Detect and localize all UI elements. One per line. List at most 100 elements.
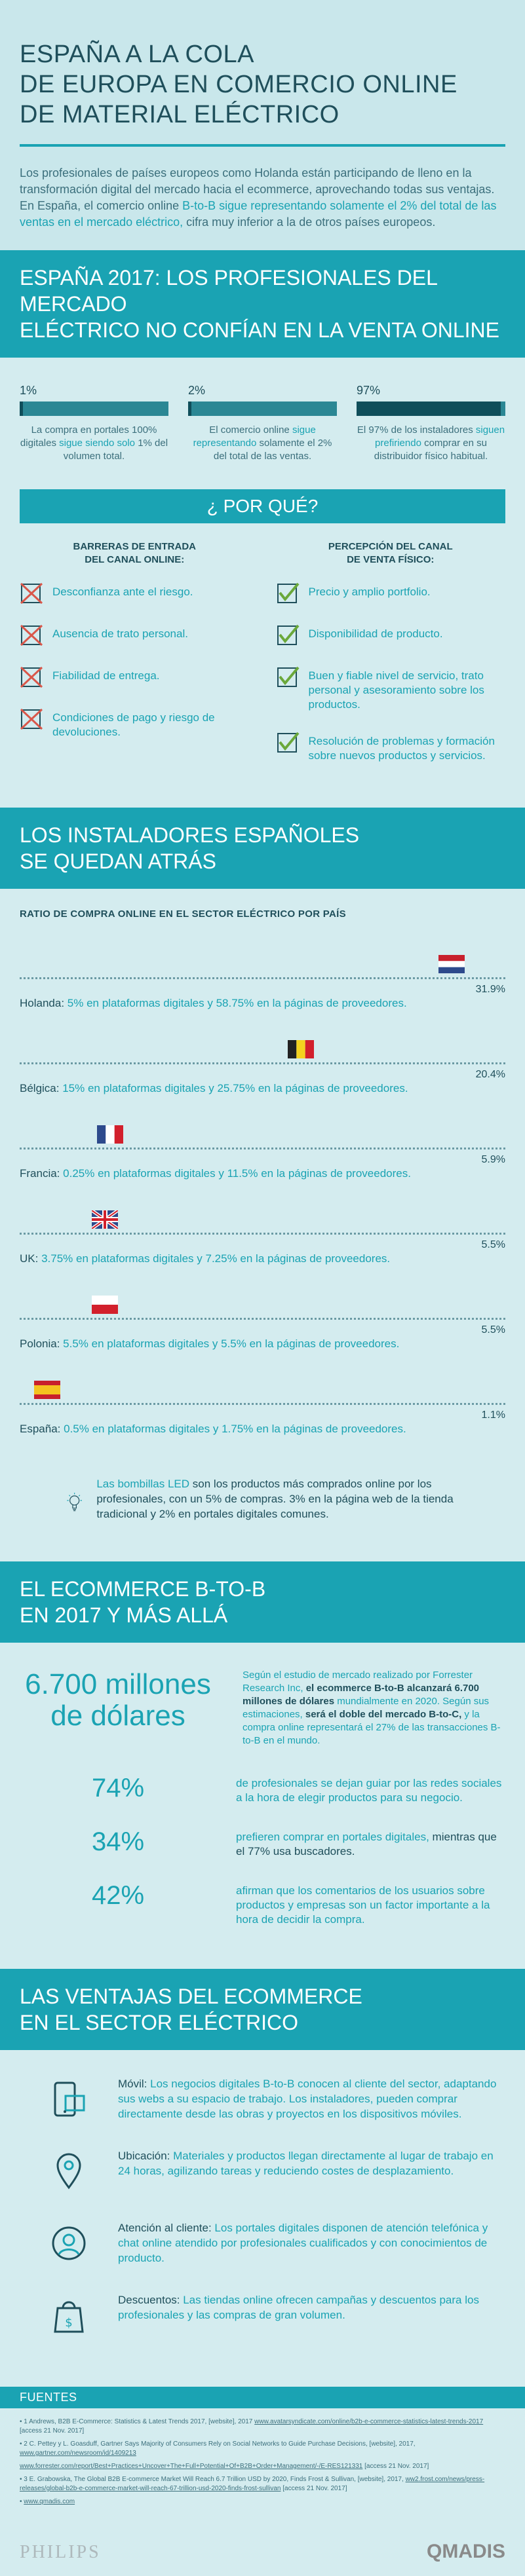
checkbox-check-icon <box>277 582 300 603</box>
location-icon <box>56 2153 81 2190</box>
discount-bag-icon: $ <box>54 2301 84 2333</box>
source-link[interactable]: www.qmadis.com <box>24 2498 75 2505</box>
why-section: ¿ POR QUÉ? BARRERAS DE ENTRADA DEL CANAL … <box>0 483 525 808</box>
advantage-support: Atención al cliente: Los portales digita… <box>20 2220 505 2266</box>
svg-text:$: $ <box>65 2316 72 2330</box>
advantages-banner: LAS VENTAJAS DEL ECOMMERCE EN EL SECTOR E… <box>0 1969 525 2050</box>
country-desc: España: 0.5% en plataformas digitales y … <box>20 1423 406 1435</box>
poland-flag-icon <box>92 1296 118 1314</box>
country-row: 5.5% UK: 3.75% en plataformas digitales … <box>20 1201 505 1286</box>
country-row: 5.5% Polonia: 5.5% en plataformas digita… <box>20 1286 505 1372</box>
barriers-column: BARRERAS DE ENTRADA DEL CANAL ONLINE: Des… <box>20 540 250 781</box>
why-title: ¿ POR QUÉ? <box>20 489 505 523</box>
country-ratio-section: RATIO DE COMPRA ONLINE EN EL SECTOR ELÉC… <box>0 889 525 1561</box>
advantage-location: Ubicación: Materiales y productos llegan… <box>20 2148 505 2194</box>
percentage-row: 74% de profesionales se dejan guiar por … <box>91 1774 502 1804</box>
country-row: 1.1% España: 0.5% en plataformas digital… <box>20 1372 505 1457</box>
stat-text: El comercio online sigue representando s… <box>193 424 332 462</box>
country-pct: 5.9% <box>481 1154 505 1165</box>
market-text: Según el estudio de mercado realizado po… <box>243 1670 501 1746</box>
page-title: ESPAÑA A LA COLA DE EUROPA EN COMERCIO O… <box>20 41 457 128</box>
advantage-item: Precio y amplio portfolio. <box>276 581 506 605</box>
source-link[interactable]: www.forrester.com/report/Best+Practices+… <box>20 2463 363 2470</box>
stats-row: 1% La compra en portales 100% digitales … <box>0 358 525 483</box>
stat-value: 97% <box>357 384 381 397</box>
market-value: 6.700 millones de dólares <box>25 1668 211 1732</box>
stat-value: 2% <box>188 384 206 397</box>
country-row: 31.9% Holanda: 5% en plataformas digital… <box>20 946 505 1031</box>
barrier-item: Fiabilidad de entrega. <box>20 665 250 688</box>
header-section: ESPAÑA A LA COLA DE EUROPA EN COMERCIO O… <box>0 0 525 250</box>
led-bulb-note: Las bombillas LED son los productos más … <box>20 1457 505 1535</box>
crossed-box-icon <box>20 708 43 730</box>
percentage-row: 42% afirman que los comentarios de los u… <box>91 1881 490 1926</box>
stat-bar <box>188 401 337 416</box>
crossed-box-icon <box>20 666 43 688</box>
stat-bar <box>20 401 168 416</box>
country-pct: 5.5% <box>481 1239 505 1250</box>
country-desc: Francia: 0.25% en plataformas digitales … <box>20 1167 411 1180</box>
source-item: www.forrester.com/report/Best+Practices+… <box>20 2463 429 2470</box>
source-item: • 2 C. Pettey y L. Goasduff, Gartner Say… <box>20 2440 416 2457</box>
crossed-box-icon <box>20 582 43 605</box>
ecommerce-section: 6.700 millones de dólares Según el estud… <box>0 1643 525 1969</box>
source-item: • 3 E. Grabowska, The Global B2B E-comme… <box>20 2476 485 2492</box>
country-desc: UK: 3.75% en plataformas digitales y 7.2… <box>20 1252 391 1265</box>
belgium-flag-icon <box>288 1040 314 1058</box>
barrier-item: Condiciones de pago y riesgo de devoluci… <box>20 707 250 739</box>
country-desc: Polonia: 5.5% en plataformas digitales y… <box>20 1337 400 1350</box>
barrier-item: Ausencia de trato personal. <box>20 623 250 646</box>
ecommerce-banner: EL ECOMMERCE B-TO-B EN 2017 Y MÁS ALLÁ <box>0 1561 525 1643</box>
customer-support-icon <box>52 2226 86 2260</box>
physical-channel-column: PERCEPCIÓN DEL CANAL DE VENTA FÍSICO: Pre… <box>276 540 506 781</box>
uk-flag-icon <box>92 1210 118 1229</box>
country-pct: 31.9% <box>475 984 505 995</box>
lightbulb-icon <box>67 1493 82 1512</box>
stat-card: 1% La compra en portales 100% digitales … <box>20 384 168 463</box>
country-desc: Bélgica: 15% en plataformas digitales y … <box>20 1082 408 1094</box>
country-pct: 20.4% <box>475 1069 505 1080</box>
source-link[interactable]: ww2.frost.com/news/press-releases/global… <box>20 2476 485 2492</box>
barrier-item: Desconfianza ante el riesgo. <box>20 581 250 605</box>
title-divider <box>20 144 505 147</box>
spain-2017-banner: ESPAÑA 2017: LOS PROFESIONALES DEL MERCA… <box>0 250 525 358</box>
stat-text: La compra en portales 100% digitales sig… <box>20 424 168 462</box>
barriers-heading: BARRERAS DE ENTRADA DEL CANAL ONLINE: <box>73 541 196 565</box>
stat-card: 97% El 97% de los instaladores siguen pr… <box>357 384 505 463</box>
sources-title: FUENTES <box>0 2387 525 2408</box>
source-link[interactable]: www.gartner.com/newsroom/id/1409213 <box>20 2450 136 2457</box>
source-item: • www.qmadis.com <box>20 2498 75 2505</box>
source-item: • 1 Andrews, B2B E-Commerce: Statistics … <box>20 2418 484 2435</box>
advantage-mobile: Móvil: Los negocios digitales B-to-B con… <box>20 2076 505 2122</box>
source-link[interactable]: www.avatarsyndicate.com/online/b2b-e-com… <box>254 2418 484 2425</box>
stat-text: El 97% de los instaladores siguen prefir… <box>357 424 505 462</box>
advantage-item: Resolución de problemas y formación sobr… <box>276 730 506 763</box>
percentage-row: 34% prefieren comprar en portales digita… <box>91 1827 497 1857</box>
advantages-section: Móvil: Los negocios digitales B-to-B con… <box>0 2050 525 2378</box>
country-desc: Holanda: 5% en plataformas digitales y 5… <box>20 997 407 1009</box>
checkbox-check-icon <box>277 624 300 645</box>
philips-logo: PHILIPS <box>20 2542 101 2562</box>
netherlands-flag-icon <box>438 955 465 973</box>
installers-banner: LOS INSTALADORES ESPAÑOLES SE QUEDAN ATRÁ… <box>0 808 525 889</box>
advantage-item: Buen y fiable nivel de servicio, trato p… <box>276 665 506 712</box>
country-pct: 1.1% <box>481 1409 505 1421</box>
checkbox-check-icon <box>277 666 300 687</box>
country-row: 20.4% Bélgica: 15% en plataformas digita… <box>20 1031 505 1116</box>
country-pct: 5.5% <box>481 1324 505 1335</box>
stat-bar <box>357 401 505 416</box>
stat-card: 2% El comercio online sigue representand… <box>188 384 337 463</box>
advantage-item: Disponibilidad de producto. <box>276 623 506 646</box>
mobile-icon <box>54 2081 85 2117</box>
france-flag-icon <box>97 1125 123 1144</box>
intro-paragraph: Los profesionales de países europeos com… <box>20 166 497 229</box>
advantage-discounts: $ Descuentos: Las tiendas online ofrecen… <box>20 2292 505 2338</box>
country-row: 5.9% Francia: 0.25% en plataformas digit… <box>20 1116 505 1201</box>
physical-channel-heading: PERCEPCIÓN DEL CANAL DE VENTA FÍSICO: <box>328 541 453 565</box>
sources-section: FUENTES • 1 Andrews, B2B E-Commerce: Sta… <box>0 2378 525 2524</box>
stat-value: 1% <box>20 384 37 397</box>
country-ratio-subtitle: RATIO DE COMPRA ONLINE EN EL SECTOR ELÉC… <box>20 908 346 920</box>
footer: PHILIPS QMADIS <box>0 2524 525 2576</box>
crossed-box-icon <box>20 624 43 646</box>
